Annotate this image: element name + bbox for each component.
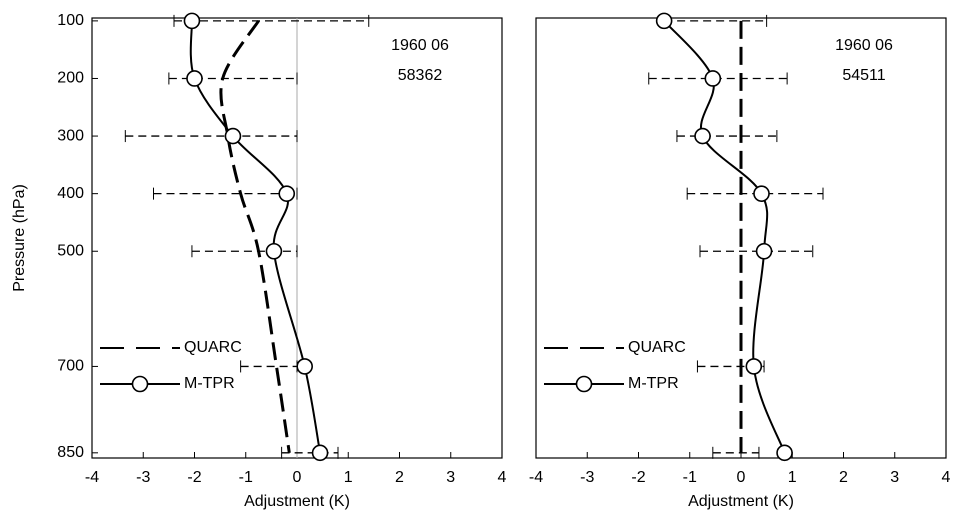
legend-marker — [131, 375, 149, 393]
y-tick-label: 850 — [57, 444, 84, 461]
legend-marker — [575, 375, 593, 393]
annotation: 1960 06 — [391, 37, 449, 54]
y-tick-label: 700 — [57, 358, 84, 375]
x-tick-label: -2 — [631, 469, 645, 486]
legend-label: M-TPR — [184, 375, 235, 392]
x-tick-label: -3 — [580, 469, 594, 486]
marker — [745, 358, 763, 375]
marker — [296, 358, 313, 375]
series-line — [663, 20, 786, 454]
x-tick-label: 0 — [737, 469, 746, 486]
marker — [311, 444, 329, 462]
x-axis-title: Adjustment (K) — [244, 493, 350, 510]
marker — [183, 12, 201, 30]
x-axis-title: Adjustment (K) — [688, 493, 794, 510]
x-tick-label: -2 — [187, 469, 201, 486]
marker — [776, 444, 793, 462]
x-tick-label: 1 — [344, 469, 353, 486]
legend-label: QUARC — [184, 339, 242, 356]
marker — [704, 70, 722, 87]
x-tick-label: 4 — [498, 469, 507, 486]
y-tick-label: 400 — [57, 185, 84, 202]
x-tick-label: 1 — [788, 469, 797, 486]
x-tick-label: 3 — [446, 469, 455, 486]
x-tick-label: -1 — [683, 469, 697, 486]
x-tick-label: -1 — [239, 469, 253, 486]
y-axis-title: Pressure (hPa) — [11, 184, 28, 292]
marker — [265, 242, 283, 260]
annotation: 54511 — [842, 67, 885, 84]
y-tick-label: 500 — [57, 242, 84, 259]
legend-label: M-TPR — [628, 375, 679, 392]
x-tick-label: -3 — [136, 469, 150, 486]
x-tick-label: -4 — [85, 469, 99, 486]
y-tick-label: 200 — [57, 70, 84, 87]
marker — [186, 70, 203, 87]
y-tick-label: 300 — [57, 127, 84, 144]
marker — [755, 242, 773, 260]
x-tick-label: -4 — [529, 469, 543, 486]
annotation: 58362 — [398, 67, 443, 84]
marker — [655, 12, 673, 30]
y-tick-label: 100 — [57, 12, 84, 29]
marker — [278, 185, 296, 202]
x-tick-label: 2 — [839, 469, 848, 486]
annotation: 1960 06 — [835, 37, 893, 54]
x-tick-label: 0 — [293, 469, 302, 486]
x-tick-label: 3 — [890, 469, 899, 486]
marker — [224, 127, 242, 145]
x-tick-label: 2 — [395, 469, 404, 486]
x-tick-label: 4 — [942, 469, 951, 486]
marker — [694, 127, 711, 145]
legend-label: QUARC — [628, 339, 686, 356]
marker — [753, 185, 770, 202]
